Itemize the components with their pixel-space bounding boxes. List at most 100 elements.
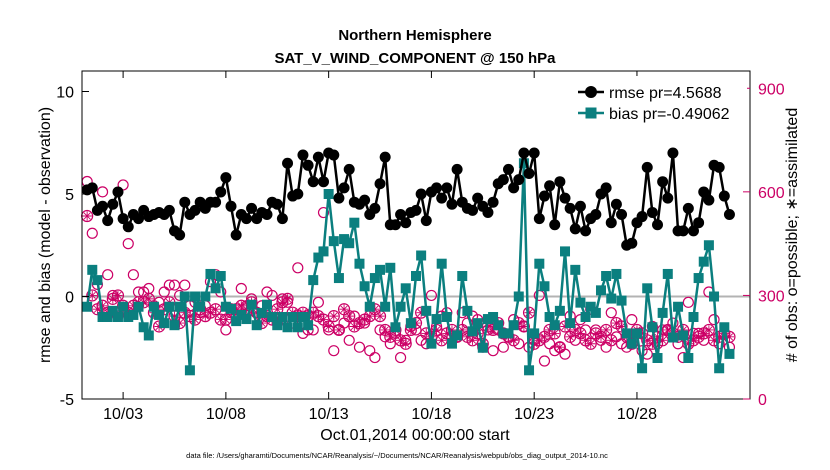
- x-tick-label: 10/13: [309, 406, 349, 423]
- bias-point: [498, 328, 509, 339]
- bias-point: [272, 320, 283, 331]
- rmse-point: [487, 196, 499, 208]
- bias-point: [560, 246, 571, 257]
- obs-possible-point: [600, 341, 612, 353]
- obs-assimilated-star: [359, 314, 370, 325]
- rmse-point: [86, 182, 98, 194]
- obs-assimilated-star: [663, 325, 673, 335]
- obs-possible-point: [487, 345, 499, 357]
- bias-point: [128, 309, 139, 320]
- rmse-point: [641, 161, 653, 173]
- rmse-point: [282, 157, 294, 169]
- bias-point: [482, 314, 493, 325]
- x-axis: 10/03 10/08 10/13 10/18 10/23 10/28: [103, 71, 657, 423]
- rmse-point: [616, 209, 628, 220]
- bias-point: [549, 320, 560, 331]
- obs-assimilated-ring: [332, 323, 346, 337]
- obs-assimilated-star: [375, 311, 385, 321]
- bias-point: [313, 252, 324, 263]
- rmse-point: [687, 225, 699, 237]
- bias-point: [369, 273, 380, 284]
- bias-point: [508, 320, 519, 331]
- obs-assimilated-star: [277, 297, 288, 308]
- legend: rmse pr=4.5688 bias pr=-0.49062: [572, 76, 747, 126]
- bias-point: [102, 312, 113, 322]
- obs-assimilated-star: [344, 311, 354, 321]
- obs-assimilated-star: [637, 328, 647, 339]
- obs-assimilated-point: [584, 337, 597, 350]
- bias-point: [287, 312, 298, 322]
- bias-point: [472, 318, 483, 329]
- bias-point: [518, 158, 529, 169]
- bias-point: [693, 273, 704, 284]
- bias-point: [261, 299, 272, 310]
- rmse-point: [379, 151, 391, 163]
- bias-point: [200, 291, 211, 302]
- bias-point: [138, 322, 149, 333]
- obs-assimilated-star: [210, 304, 221, 314]
- obs-assimilated-point: [615, 320, 628, 333]
- bias-point: [534, 258, 545, 269]
- bias-point: [256, 307, 267, 318]
- bias-point: [349, 217, 360, 228]
- obs-assimilated-star: [472, 328, 483, 339]
- rmse-point: [646, 206, 658, 218]
- bias-point: [375, 264, 386, 275]
- rmse-point: [718, 190, 730, 202]
- obs-assimilated-star: [411, 318, 421, 328]
- bias-point: [385, 262, 396, 273]
- y-tick-label: -5: [60, 392, 74, 409]
- rmse-point: [682, 202, 694, 214]
- bias-point: [215, 271, 226, 281]
- obs-assimilated-star: [524, 308, 534, 318]
- rmse-point: [395, 209, 407, 220]
- obs-assimilated-star: [113, 290, 123, 301]
- bias-point: [405, 318, 416, 329]
- obs-assimilated-ring: [399, 337, 412, 350]
- obs-assimilated-star: [704, 325, 714, 335]
- obs-assimilated-star: [447, 325, 457, 335]
- obs-possible-point: [312, 296, 324, 308]
- bias-point: [457, 271, 468, 281]
- rmse-point: [359, 194, 371, 206]
- bias-point: [123, 312, 134, 322]
- x-tick-label: 10/23: [514, 406, 554, 423]
- rmse-point: [441, 182, 453, 194]
- obs-assimilated-star: [616, 321, 627, 332]
- bias-point: [714, 363, 725, 374]
- obs-assimilated-star: [231, 304, 241, 314]
- obs-possible-point: [158, 286, 170, 298]
- bias-point: [226, 303, 237, 314]
- bias-line: [85, 162, 731, 372]
- rmse-point: [343, 163, 355, 175]
- rmse-point: [220, 172, 232, 184]
- obs-assimilated-point: [507, 334, 520, 347]
- bias-point: [174, 301, 185, 312]
- rmse-point: [703, 194, 715, 206]
- bias-point: [395, 301, 406, 312]
- bias-point: [184, 365, 195, 376]
- rmse-point: [338, 182, 350, 194]
- bias-point: [426, 338, 437, 349]
- bias-point: [678, 330, 689, 341]
- bias-point: [524, 365, 535, 376]
- rmse-point: [451, 163, 463, 175]
- legend-bias-label: bias pr=-0.49062: [609, 106, 730, 123]
- obs-assimilated-star: [565, 332, 575, 342]
- bias-point: [236, 309, 247, 320]
- bias-point: [657, 307, 668, 318]
- rmse-point: [538, 190, 550, 202]
- bias-point: [467, 326, 478, 337]
- rmse-point: [590, 209, 602, 220]
- obs-possible-point: [338, 317, 350, 329]
- obs-assimilated-point: [209, 303, 222, 316]
- rmse-point: [564, 202, 576, 214]
- obs-assimilated-star: [601, 325, 611, 335]
- obs-assimilated-star: [647, 339, 658, 349]
- y2-axis-label: # of obs: o=possible; ∗=assimilated: [784, 108, 801, 362]
- bias-point: [277, 312, 288, 322]
- bias-point: [416, 250, 427, 261]
- bias-point: [477, 342, 488, 353]
- obs-assimilated-point: [522, 306, 536, 319]
- obs-assimilated-star: [236, 301, 246, 311]
